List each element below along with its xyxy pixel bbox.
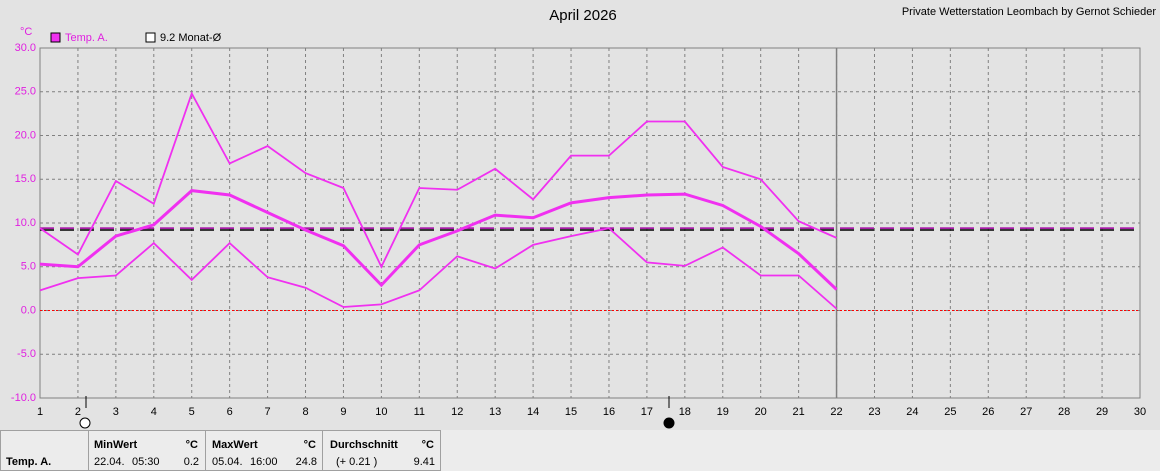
x-tick-label: 17 — [641, 406, 653, 418]
y-unit: °C — [20, 26, 32, 38]
y-tick-label: -5.0 — [17, 348, 36, 360]
col-unit: °C — [304, 439, 316, 451]
line-min — [39, 227, 838, 310]
x-tick-label: 20 — [755, 406, 767, 418]
x-tick-label: 24 — [906, 406, 918, 418]
x-tick-label: 2 — [75, 406, 81, 418]
x-tick-label: 27 — [1020, 406, 1032, 418]
x-tick-label: 13 — [489, 406, 501, 418]
x-tick-label: 12 — [451, 406, 463, 418]
chart-subtitle: Private Wetterstation Leombach by Gernot… — [902, 6, 1156, 18]
legend-swatch — [50, 32, 61, 43]
y-tick-label: 20.0 — [15, 129, 36, 141]
col-header: MaxWert — [212, 439, 258, 451]
x-tick-label: 16 — [603, 406, 615, 418]
table-bg — [0, 430, 1160, 471]
y-tick-label: 15.0 — [15, 173, 36, 185]
x-tick-label: 19 — [717, 406, 729, 418]
plot-area — [39, 47, 1141, 399]
stats-table: Temp. A. MinWert °C 22.04. 05:30 0.2 Max… — [0, 430, 1160, 471]
x-tick-label: 15 — [565, 406, 577, 418]
diff: (+ 0.21 ) — [336, 456, 377, 468]
y-tick-label: 30.0 — [15, 42, 36, 54]
x-tick-label: 25 — [944, 406, 956, 418]
chart-title: April 2026 — [549, 7, 617, 24]
x-tick-label: 10 — [375, 406, 387, 418]
x-tick-label: 1 — [37, 406, 43, 418]
x-tick-label: 22 — [830, 406, 842, 418]
x-tick-label: 21 — [792, 406, 804, 418]
legend-swatch — [145, 32, 156, 43]
time: 05:30 — [132, 456, 160, 468]
full-moon-icon — [79, 417, 91, 429]
x-tick-label: 5 — [189, 406, 195, 418]
col-unit: °C — [186, 439, 198, 451]
y-tick-label: 25.0 — [15, 86, 36, 98]
x-tick-label: 3 — [113, 406, 119, 418]
time: 16:00 — [250, 456, 278, 468]
y-tick-label: -10.0 — [11, 392, 36, 404]
line-max — [39, 91, 837, 269]
y-tick-label: 10.0 — [15, 217, 36, 229]
col-header: Durchschnitt — [330, 439, 398, 451]
x-tick-label: 7 — [265, 406, 271, 418]
row-label: Temp. A. — [6, 456, 51, 468]
value: 9.41 — [414, 456, 435, 468]
value: 0.2 — [184, 456, 199, 468]
legend-label: 9.2 Monat-Ø — [160, 32, 222, 44]
x-tick-label: 26 — [982, 406, 994, 418]
x-tick-label: 29 — [1096, 406, 1108, 418]
x-tick-label: 4 — [151, 406, 157, 418]
x-tick-label: 30 — [1134, 406, 1146, 418]
col-unit: °C — [422, 439, 434, 451]
y-tick-label: 5.0 — [21, 261, 36, 273]
date: 05.04. — [212, 456, 243, 468]
line-mean — [39, 189, 838, 291]
x-tick-label: 14 — [527, 406, 539, 418]
x-tick-label: 8 — [302, 406, 308, 418]
x-tick-label: 9 — [340, 406, 346, 418]
x-tick-label: 11 — [414, 406, 425, 418]
value: 24.8 — [296, 456, 317, 468]
col-header: MinWert — [94, 439, 138, 451]
x-tick-label: 28 — [1058, 406, 1070, 418]
legend-label: Temp. A. — [65, 32, 108, 44]
date: 22.04. — [94, 456, 125, 468]
x-tick-label: 6 — [227, 406, 233, 418]
y-tick-label: 0.0 — [21, 304, 36, 316]
x-tick-label: 23 — [868, 406, 880, 418]
new-moon-icon — [663, 417, 675, 429]
x-tick-label: 18 — [679, 406, 691, 418]
